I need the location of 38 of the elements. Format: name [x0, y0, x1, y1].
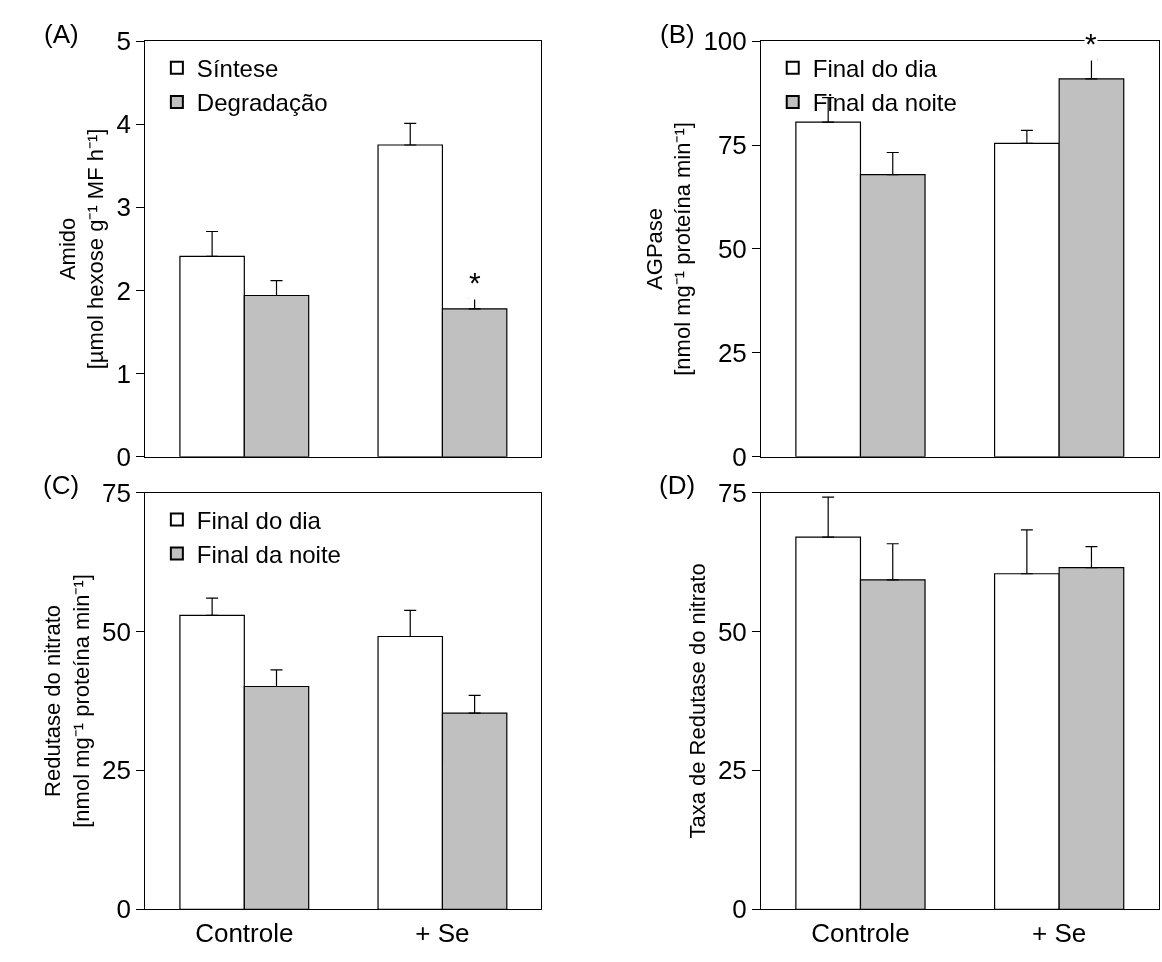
legend-label: Final do dia [812, 55, 938, 83]
y-tick-label: 4 [116, 109, 131, 140]
y-tick-label: 5 [116, 26, 131, 57]
y-tick-label: 75 [102, 477, 131, 508]
text: (A) [44, 19, 79, 49]
annotation: * [1085, 27, 1097, 60]
x-tick-label: + Se [1032, 917, 1087, 948]
legend-label: Final da noite [196, 540, 341, 568]
y-tick-label: 75 [717, 477, 747, 508]
y-tick-label: 25 [717, 337, 747, 368]
y-tick-label: 1 [116, 358, 131, 389]
y-tick-label: 50 [102, 616, 131, 647]
x-tick-label: Controle [811, 917, 910, 948]
x-tick-label: + Se [415, 917, 470, 948]
y-tick-label: 25 [717, 755, 747, 786]
y-tick-label: 100 [703, 26, 747, 57]
y-tick-label: 50 [717, 234, 747, 265]
y-axis-title: Amido [µmol hexose g⁻¹ MF h⁻¹] [54, 128, 109, 370]
y-tick-label: 75 [717, 130, 747, 161]
text: (B) [660, 19, 695, 49]
text: (C) [43, 470, 80, 500]
y-tick-label: 3 [116, 192, 131, 223]
text: (D) [659, 470, 696, 500]
y-axis-title: Taxa de Redutase do nitrato [684, 563, 710, 839]
x-tick-label: Controle [195, 917, 294, 948]
annotation: * [469, 266, 481, 299]
y-tick-label: 2 [116, 275, 131, 306]
y-tick-label: 0 [732, 441, 747, 472]
y-tick-label: 0 [732, 894, 747, 925]
legend-label: Síntese [196, 55, 279, 83]
y-axis-title: Redutase do nitrato [nmol mg⁻¹ proteína min⁻¹] [40, 574, 94, 828]
y-tick-label: 25 [102, 755, 131, 786]
legend-label: Final do dia [196, 506, 322, 534]
y-axis-title: AGPase [nmol mg⁻¹ proteína min⁻¹] [641, 122, 696, 376]
y-tick-label: 0 [116, 894, 131, 925]
y-tick-label: 50 [717, 616, 747, 647]
y-tick-label: 0 [116, 441, 131, 472]
legend-label: Degradação [196, 89, 328, 117]
